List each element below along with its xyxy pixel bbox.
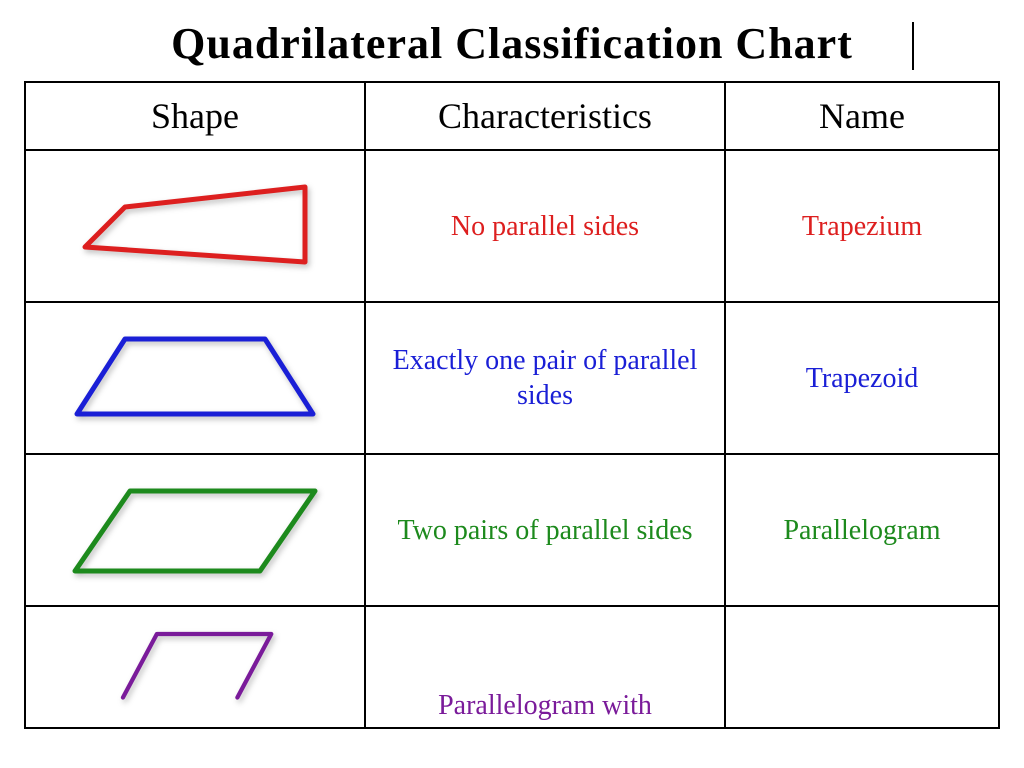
shape-icon bbox=[55, 319, 335, 437]
header-characteristics: Characteristics bbox=[365, 82, 725, 150]
page: Quadrilateral Classification Chart Shape… bbox=[0, 0, 1024, 729]
shape-cell bbox=[25, 150, 365, 302]
shape-cell bbox=[25, 454, 365, 606]
table-header-row: Shape Characteristics Name bbox=[25, 82, 999, 150]
characteristics-text: Parallelogram with bbox=[366, 688, 724, 727]
table-row: Exactly one pair of parallel sidesTrapez… bbox=[25, 302, 999, 454]
characteristics-cell: Two pairs of parallel sides bbox=[365, 454, 725, 606]
table-row: Parallelogram with bbox=[25, 606, 999, 728]
name-cell: Trapezoid bbox=[725, 302, 999, 454]
name-cell: Trapezium bbox=[725, 150, 999, 302]
page-title: Quadrilateral Classification Chart bbox=[24, 18, 1000, 69]
name-text: Parallelogram bbox=[726, 513, 998, 548]
table-body: No parallel sidesTrapeziumExactly one pa… bbox=[25, 150, 999, 728]
name-text: Trapezoid bbox=[726, 361, 998, 396]
shape-cell bbox=[25, 302, 365, 454]
header-shape: Shape bbox=[25, 82, 365, 150]
shape-cell bbox=[25, 606, 365, 728]
shape-icon bbox=[55, 167, 335, 285]
name-text: Trapezium bbox=[726, 209, 998, 244]
characteristics-cell: Exactly one pair of parallel sides bbox=[365, 302, 725, 454]
header-name: Name bbox=[725, 82, 999, 150]
characteristics-text: Exactly one pair of parallel sides bbox=[366, 343, 724, 413]
table-row: No parallel sidesTrapezium bbox=[25, 150, 999, 302]
characteristics-cell: No parallel sides bbox=[365, 150, 725, 302]
characteristics-cell: Parallelogram with bbox=[365, 606, 725, 728]
characteristics-text: No parallel sides bbox=[366, 209, 724, 244]
characteristics-text: Two pairs of parallel sides bbox=[366, 513, 724, 548]
name-cell: Parallelogram bbox=[725, 454, 999, 606]
classification-table: Shape Characteristics Name No parallel s… bbox=[24, 81, 1000, 729]
shape-icon bbox=[55, 471, 335, 589]
table-row: Two pairs of parallel sidesParallelogram bbox=[25, 454, 999, 606]
name-cell bbox=[725, 606, 999, 728]
shape-icon bbox=[55, 617, 335, 717]
